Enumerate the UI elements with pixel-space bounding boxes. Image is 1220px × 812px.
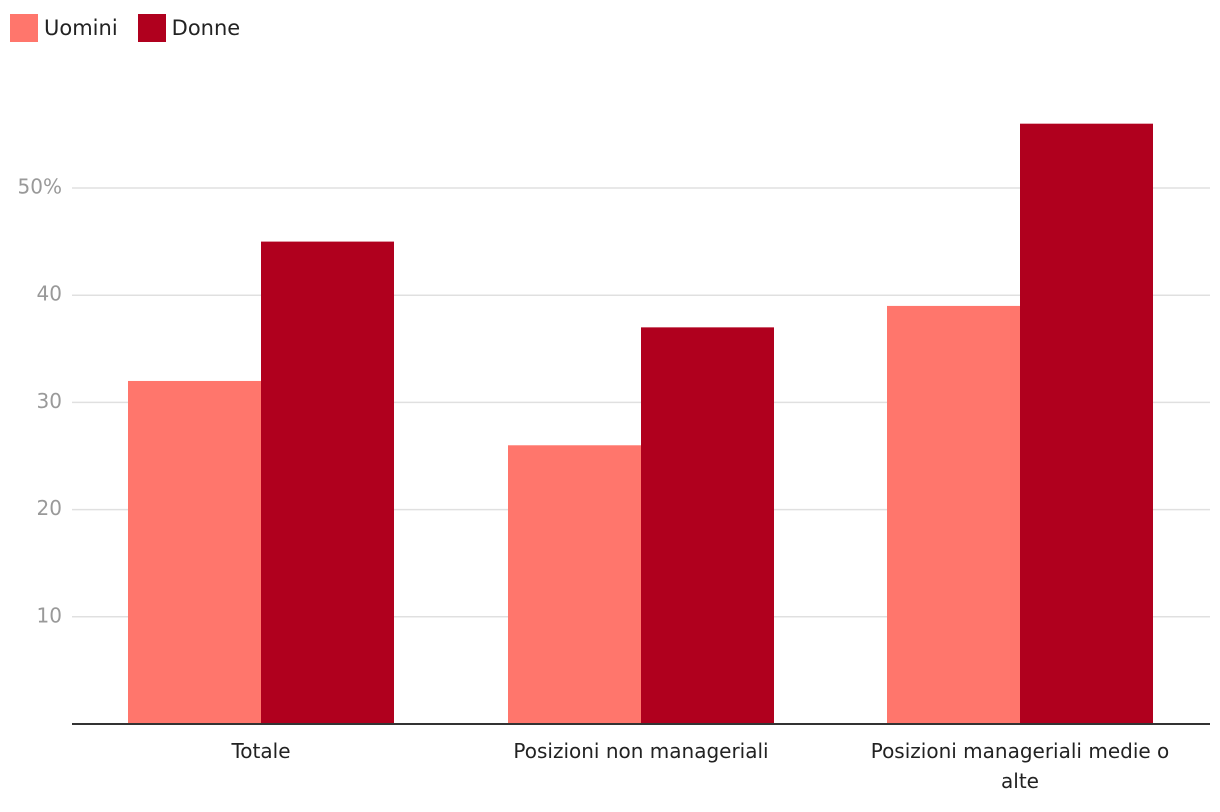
bar-uomini-2 (508, 445, 641, 724)
bar-donne-3 (1020, 123, 1153, 725)
legend-item-donne: Donne (137, 14, 241, 42)
y-tick-label: 20 (37, 496, 62, 520)
bar-uomini-1 (128, 380, 261, 724)
x-category-label: Posizioni non manageriali (513, 739, 768, 763)
y-tick-label: 30 (37, 389, 62, 413)
legend-label-donne: Donne (171, 16, 241, 40)
y-tick-label: 10 (37, 603, 62, 627)
bar-uomini-3 (887, 305, 1020, 724)
x-category-label: Totale (230, 739, 290, 763)
legend-swatch-donne (137, 14, 166, 42)
y-tick-label: 40 (37, 282, 62, 306)
bar-donne-2 (641, 327, 774, 724)
chart-legend: Uomini Donne (10, 14, 240, 42)
x-category-label: Posizioni manageriali medie o alte (871, 739, 1170, 793)
legend-label-uomini: Uomini (44, 16, 118, 40)
y-tick-label: 50% (18, 175, 62, 199)
legend-item-uomini: Uomini (10, 14, 118, 42)
bar-donne-1 (261, 241, 394, 724)
legend-swatch-uomini (10, 14, 38, 42)
